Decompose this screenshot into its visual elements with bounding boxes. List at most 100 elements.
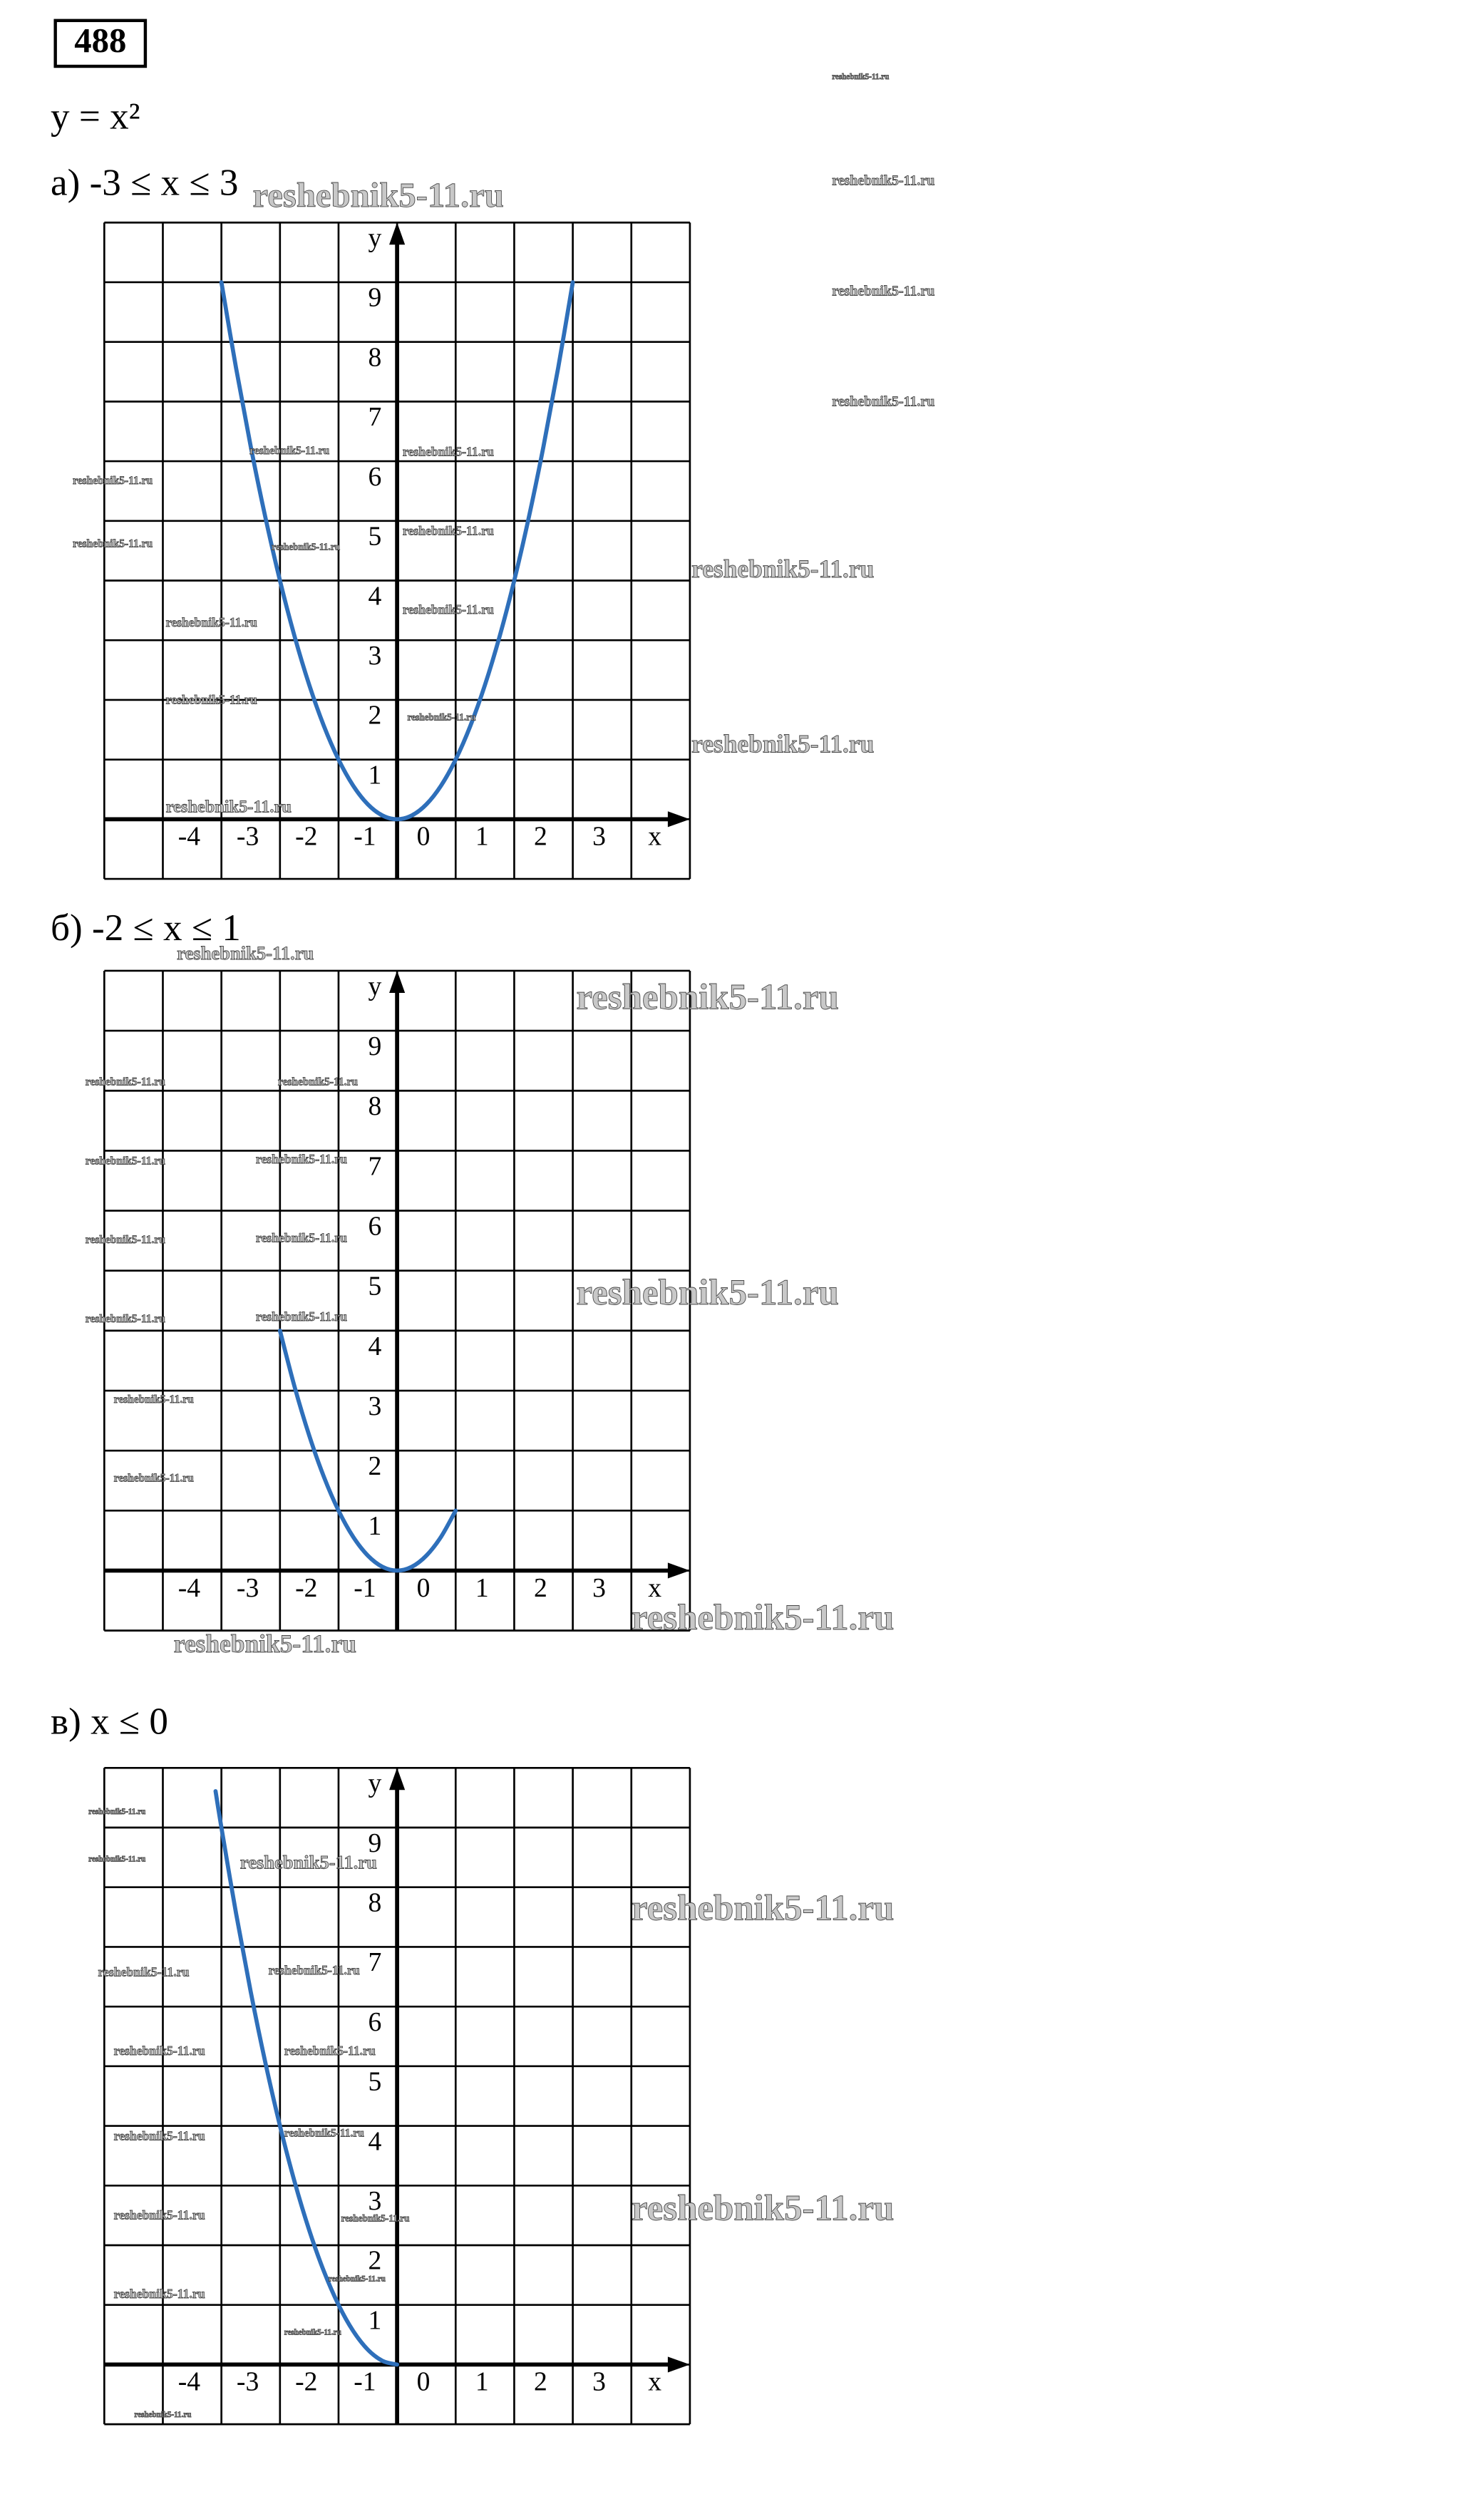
watermark: reshebnik5-11.ru bbox=[278, 1076, 358, 1088]
watermark: reshebnik5-11.ru bbox=[98, 1964, 189, 1979]
watermark: reshebnik5-11.ru bbox=[114, 2207, 205, 2222]
watermark: reshebnik5-11.ru bbox=[88, 1808, 145, 1816]
y-tick-label: 2 bbox=[368, 1451, 381, 1481]
formula: y = x² bbox=[51, 96, 140, 137]
y-tick-label: 1 bbox=[368, 1511, 381, 1541]
watermark: reshebnik5-11.ru bbox=[86, 1155, 165, 1167]
x-tick-label: 2 bbox=[534, 1573, 547, 1603]
y-tick-label: 5 bbox=[368, 522, 381, 552]
x-tick-label: -4 bbox=[178, 1573, 201, 1603]
watermark: reshebnik5-11.ru bbox=[284, 2329, 341, 2337]
watermark: reshebnik5-11.ru bbox=[284, 2128, 364, 2140]
y-tick-label: 5 bbox=[368, 1272, 381, 1302]
x-tick-label: -1 bbox=[354, 822, 376, 852]
y-tick-label: 8 bbox=[368, 342, 381, 372]
x-tick-label: 1 bbox=[475, 822, 489, 852]
y-tick-label: 6 bbox=[368, 462, 381, 492]
y-axis-label: y bbox=[368, 223, 381, 253]
watermark: reshebnik5-11.ru bbox=[632, 1598, 894, 1638]
x-arrow bbox=[667, 811, 690, 828]
x-tick-label: -3 bbox=[237, 2367, 259, 2397]
watermark: reshebnik5-11.ru bbox=[249, 445, 329, 457]
y-arrow bbox=[389, 222, 406, 245]
curve bbox=[213, 1789, 399, 2367]
x-arrow bbox=[667, 1562, 690, 1579]
x-tick-label: -2 bbox=[295, 1573, 317, 1603]
number-box bbox=[53, 19, 148, 68]
watermark: reshebnik5-11.ru bbox=[73, 475, 153, 487]
watermark: reshebnik5-11.ru bbox=[256, 1309, 347, 1324]
y-tick-label: 9 bbox=[368, 283, 381, 313]
y-tick-label: 8 bbox=[368, 1091, 381, 1121]
watermark: reshebnik5-11.ru bbox=[576, 978, 838, 1018]
watermark: reshebnik5-11.ru bbox=[114, 1473, 194, 1485]
x-axis-label: x bbox=[648, 2367, 661, 2397]
watermark: reshebnik5-11.ru bbox=[329, 2274, 386, 2283]
x-tick-label: -4 bbox=[178, 2367, 201, 2397]
watermark: reshebnik5-11.ru bbox=[256, 1152, 347, 1166]
y-tick-label: 1 bbox=[368, 760, 381, 790]
watermark: reshebnik5-11.ru bbox=[832, 73, 889, 81]
watermark: reshebnik5-11.ru bbox=[341, 2213, 411, 2224]
watermark: reshebnik5-11.ru bbox=[576, 1273, 838, 1313]
task-number: 488 bbox=[74, 21, 126, 60]
x-tick-label: -4 bbox=[178, 822, 201, 852]
y-tick-label: 9 bbox=[368, 1828, 381, 1858]
y-tick-label: 7 bbox=[368, 1151, 381, 1181]
x-tick-label: 0 bbox=[417, 1573, 431, 1603]
y-tick-label: 4 bbox=[368, 1331, 381, 1361]
x-tick-label: -1 bbox=[354, 1573, 376, 1603]
x-axis-label: x bbox=[648, 822, 661, 852]
watermark: reshebnik5-11.ru bbox=[632, 1889, 894, 1929]
x-tick-label: 3 bbox=[592, 822, 606, 852]
y-tick-label: 1 bbox=[368, 2305, 381, 2335]
watermark: reshebnik5-11.ru bbox=[86, 1234, 165, 1246]
watermark: reshebnik5-11.ru bbox=[272, 541, 341, 552]
watermark: reshebnik5-11.ru bbox=[832, 283, 934, 299]
watermark: reshebnik5-11.ru bbox=[166, 797, 292, 816]
y-tick-label: 5 bbox=[368, 2067, 381, 2097]
part-title: б) -2 ≤ x ≤ 1 bbox=[51, 907, 241, 949]
watermark: reshebnik5-11.ru bbox=[177, 942, 314, 964]
y-tick-label: 7 bbox=[368, 1947, 381, 1977]
y-tick-label: 3 bbox=[368, 1391, 381, 1421]
x-tick-label: 0 bbox=[417, 2367, 431, 2397]
x-tick-label: 3 bbox=[592, 2367, 606, 2397]
y-tick-label: 4 bbox=[368, 581, 381, 611]
watermark: reshebnik5-11.ru bbox=[691, 730, 874, 758]
y-arrow bbox=[389, 970, 406, 993]
x-tick-label: -3 bbox=[237, 1573, 259, 1603]
watermark: reshebnik5-11.ru bbox=[166, 615, 257, 629]
y-tick-label: 7 bbox=[368, 402, 381, 432]
x-arrow bbox=[667, 2356, 690, 2373]
watermark: reshebnik5-11.ru bbox=[73, 538, 153, 550]
part-title: в) x ≤ 0 bbox=[51, 1701, 168, 1743]
watermark: reshebnik5-11.ru bbox=[408, 712, 477, 723]
watermark: reshebnik5-11.ru bbox=[691, 555, 874, 583]
watermark: reshebnik5-11.ru bbox=[86, 1076, 165, 1088]
watermark: reshebnik5-11.ru bbox=[403, 523, 494, 537]
watermark: reshebnik5-11.ru bbox=[403, 445, 494, 459]
watermark: reshebnik5-11.ru bbox=[632, 2188, 894, 2228]
watermark: reshebnik5-11.ru bbox=[403, 602, 494, 617]
watermark: reshebnik5-11.ru bbox=[114, 2044, 205, 2058]
x-tick-label: -2 bbox=[295, 822, 317, 852]
x-tick-label: -2 bbox=[295, 2367, 317, 2397]
watermark: reshebnik5-11.ru bbox=[832, 393, 934, 409]
x-tick-label: 1 bbox=[475, 1573, 489, 1603]
watermark: reshebnik5-11.ru bbox=[284, 2044, 376, 2058]
curve bbox=[219, 280, 575, 822]
y-tick-label: 8 bbox=[368, 1887, 381, 1917]
y-tick-label: 2 bbox=[368, 701, 381, 731]
y-tick-label: 9 bbox=[368, 1031, 381, 1061]
watermark: reshebnik5-11.ru bbox=[240, 1851, 377, 1872]
y-tick-label: 6 bbox=[368, 2007, 381, 2037]
watermark: reshebnik5-11.ru bbox=[269, 1963, 360, 1977]
part-title: а) -3 ≤ x ≤ 3 bbox=[51, 163, 238, 204]
watermark: reshebnik5-11.ru bbox=[134, 2411, 191, 2419]
y-axis-label: y bbox=[368, 1768, 381, 1798]
watermark: reshebnik5-11.ru bbox=[114, 1393, 194, 1406]
x-tick-label: 3 bbox=[592, 1573, 606, 1603]
